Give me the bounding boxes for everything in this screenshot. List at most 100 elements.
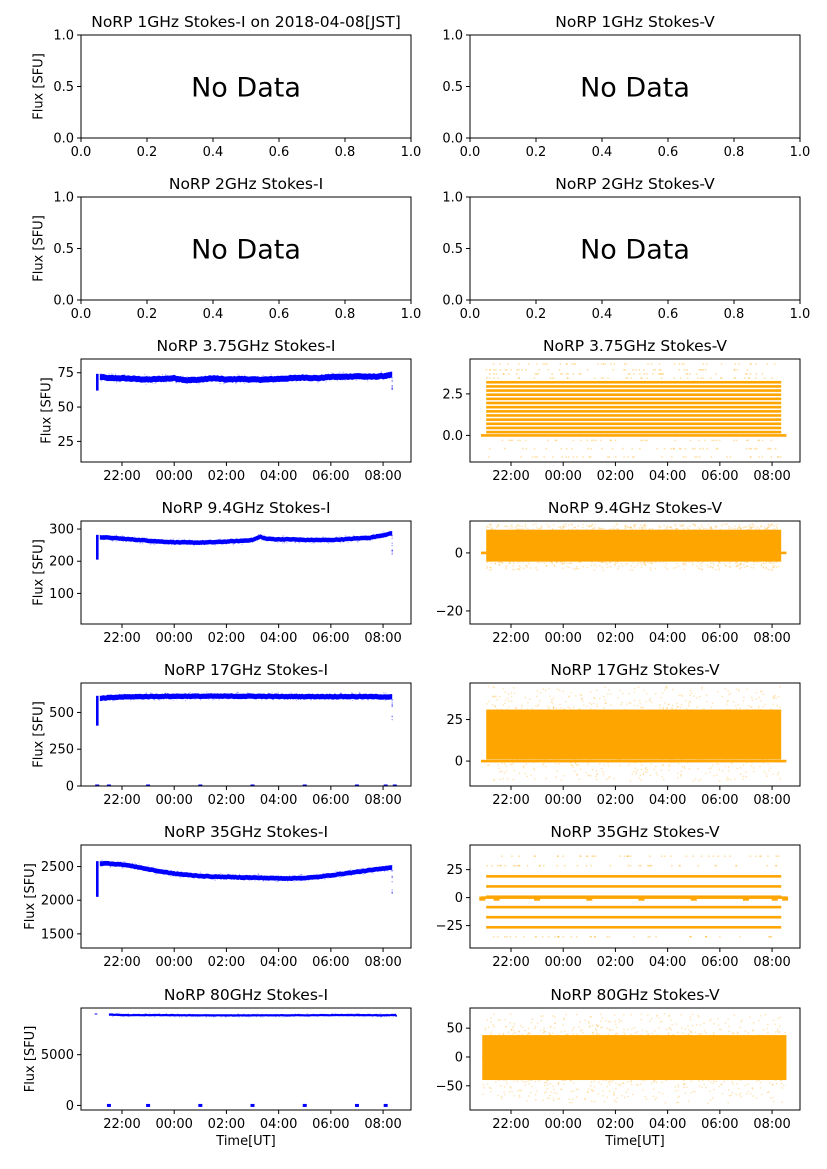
data-zero-marker (302, 784, 307, 786)
data-point (644, 1095, 646, 1098)
data-point (608, 1083, 611, 1085)
data-point (724, 765, 727, 768)
data-point (375, 1015, 378, 1017)
data-point (217, 541, 220, 544)
data-point (391, 384, 394, 387)
data-point (281, 542, 284, 544)
x-tick-label: 08:00 (364, 1117, 401, 1132)
data-point (528, 1032, 530, 1035)
data-point (644, 527, 647, 530)
data-point (763, 528, 766, 531)
data-point (644, 523, 647, 526)
data-point (171, 1014, 173, 1017)
x-tick-label: 04:00 (649, 1117, 686, 1132)
data-point (723, 1080, 726, 1083)
data-point (278, 1015, 281, 1018)
data-point (165, 1012, 168, 1015)
data-point (592, 1031, 595, 1034)
data-point (772, 1084, 774, 1086)
data-point (152, 867, 155, 870)
data-point (747, 377, 750, 380)
data-point (253, 1014, 256, 1016)
data-point (232, 697, 234, 699)
y-tick-label: 0 (455, 546, 463, 561)
data-point (199, 876, 202, 878)
data-point (769, 561, 772, 563)
data-point (679, 377, 682, 380)
data-point (752, 567, 755, 569)
data-point (753, 770, 755, 773)
data-point (564, 708, 566, 711)
data-point (372, 695, 375, 697)
data-point (675, 566, 677, 569)
data-point (725, 565, 727, 567)
data-band (99, 860, 393, 881)
data-point (520, 528, 522, 531)
data-point (562, 525, 565, 528)
data-point (149, 543, 152, 545)
data-point (313, 542, 315, 544)
data-point (658, 706, 661, 709)
x-tick-label: 22:00 (492, 955, 529, 970)
data-point (127, 1012, 129, 1015)
data-point (574, 526, 577, 529)
y-tick-label: 25 (446, 713, 463, 728)
data-point (716, 1018, 719, 1020)
data-point (537, 705, 539, 707)
data-point (676, 777, 679, 779)
data-point (545, 1091, 547, 1093)
data-point (248, 696, 251, 698)
x-tick-label: 08:00 (753, 469, 790, 484)
data-zero-marker (106, 784, 111, 786)
data-point (710, 526, 713, 529)
data-point (223, 382, 226, 385)
data-point (521, 368, 523, 371)
data-point (360, 697, 363, 699)
data-point (275, 692, 278, 695)
data-point (115, 373, 117, 375)
data-point (563, 1079, 565, 1081)
y-tick-label: −20 (436, 604, 463, 619)
data-level (486, 397, 782, 401)
data-point (766, 1091, 769, 1094)
data-point (378, 1013, 380, 1015)
data-point (567, 524, 570, 526)
data-point (367, 871, 370, 873)
data-point (681, 695, 684, 697)
data-point (384, 1014, 386, 1017)
data-point (655, 561, 657, 563)
data-point (283, 877, 285, 880)
data-point (510, 368, 513, 371)
data-point (271, 698, 274, 701)
data-point (593, 527, 596, 529)
data-point (552, 1097, 555, 1099)
data-point (703, 1029, 706, 1032)
data-point (348, 538, 350, 541)
x-tick-label: 0.4 (203, 307, 224, 322)
data-point (230, 542, 232, 544)
data-point (643, 373, 646, 375)
data-point (567, 706, 569, 709)
data-point (391, 718, 394, 721)
data-point (744, 561, 746, 563)
data-point (607, 765, 610, 767)
data-point (627, 855, 629, 858)
data-point (567, 1034, 570, 1036)
data-point (743, 696, 745, 698)
data-point (228, 539, 231, 542)
data-point (637, 1084, 640, 1087)
data-point (517, 528, 520, 530)
data-point (727, 778, 730, 781)
data-point (553, 1088, 555, 1091)
data-point (312, 1013, 315, 1015)
data-point (593, 377, 596, 380)
data-point (497, 525, 499, 528)
data-point (624, 524, 627, 526)
data-point (702, 377, 705, 380)
data-point (774, 447, 777, 450)
data-point (684, 1092, 687, 1094)
data-zero-line (482, 1055, 787, 1059)
data-point (575, 695, 577, 697)
data-point (573, 770, 576, 773)
data-point (728, 562, 731, 564)
